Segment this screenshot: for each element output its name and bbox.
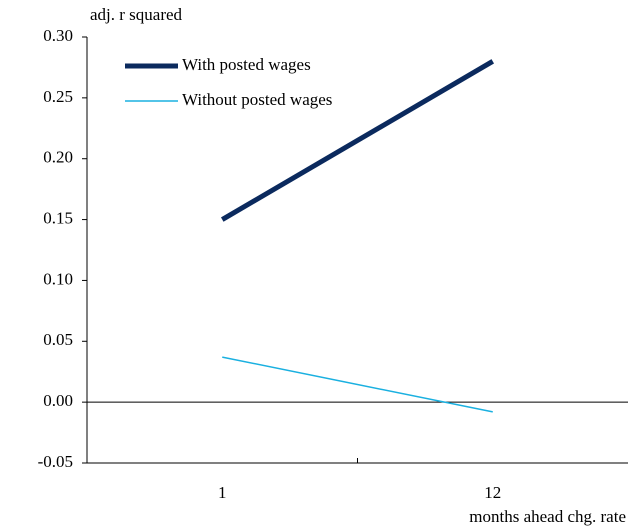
x-tick-label: 12 [484,483,501,502]
y-tick-label: 0.20 [43,148,73,167]
y-tick-label: 0.30 [43,26,73,45]
series-line [220,59,495,222]
series-line [222,356,493,413]
x-tick-label: 1 [218,483,227,502]
y-tick-label: 0.10 [43,269,73,288]
y-tick-label: 0.25 [43,87,73,106]
y-tick-label: 0.05 [43,330,73,349]
y-tick-label: 0.00 [43,391,73,410]
y-tick-label: 0.15 [43,208,73,227]
legend-label: Without posted wages [182,90,332,109]
legend-label: With posted wages [182,55,311,74]
y-axis-label: adj. r squared [90,5,183,24]
x-axis-label: months ahead chg. rate [469,507,626,526]
y-tick-label: -0.05 [38,452,73,471]
